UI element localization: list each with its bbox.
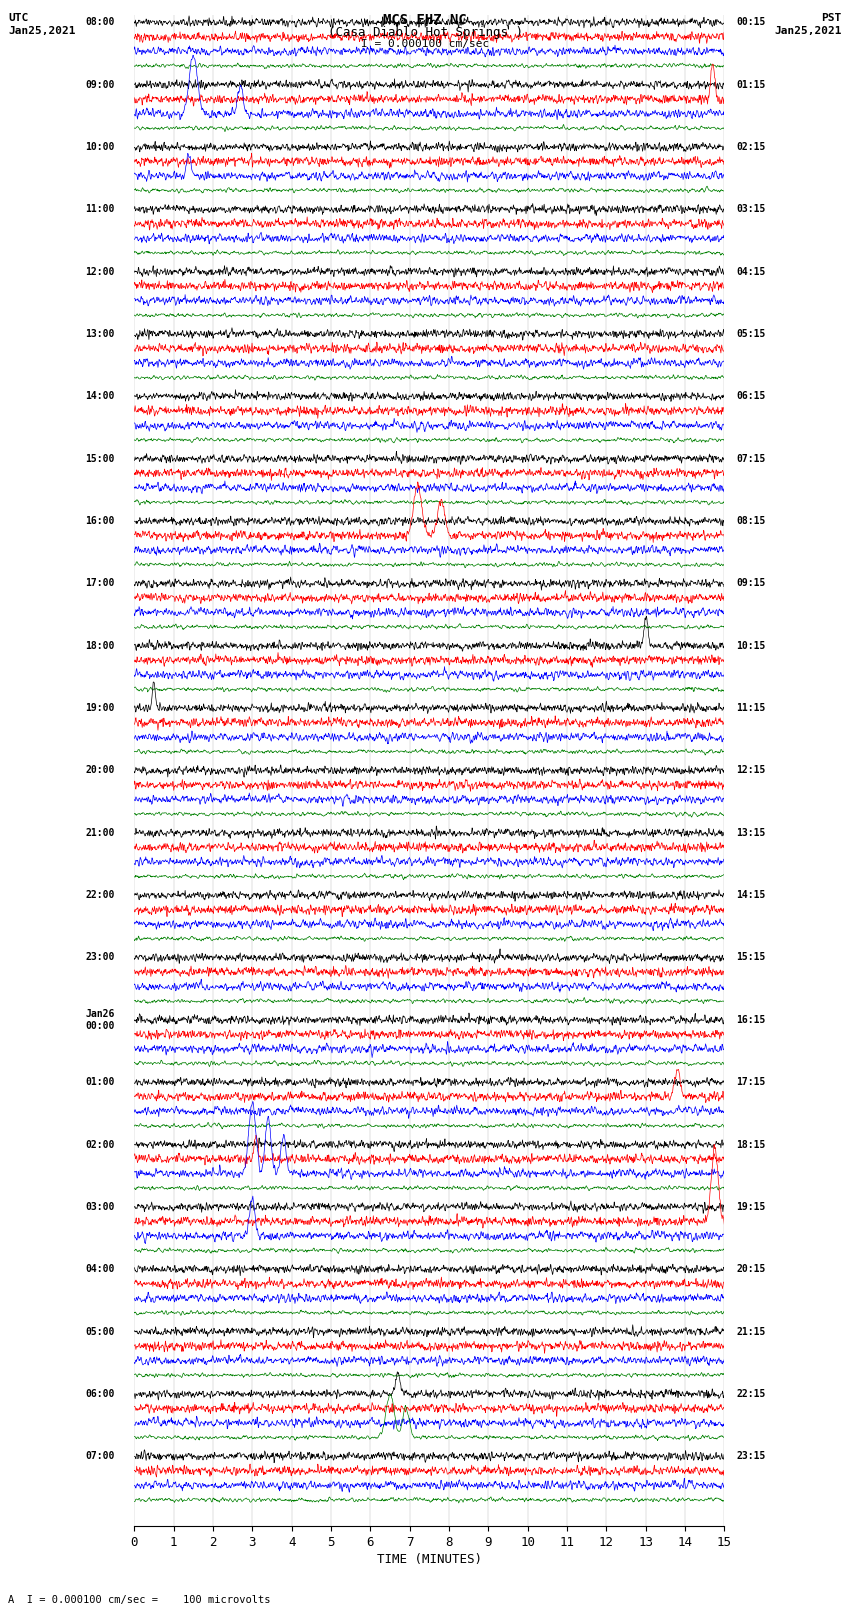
Text: 05:00: 05:00 xyxy=(85,1326,115,1337)
Text: 09:00: 09:00 xyxy=(85,79,115,90)
Text: 04:15: 04:15 xyxy=(736,266,766,277)
Text: 16:00: 16:00 xyxy=(85,516,115,526)
Text: 15:00: 15:00 xyxy=(85,453,115,463)
Text: 15:15: 15:15 xyxy=(736,952,766,963)
Text: 05:15: 05:15 xyxy=(736,329,766,339)
Text: 13:00: 13:00 xyxy=(85,329,115,339)
Text: 02:00: 02:00 xyxy=(85,1139,115,1150)
Text: 19:00: 19:00 xyxy=(85,703,115,713)
Text: 17:00: 17:00 xyxy=(85,579,115,589)
Text: 12:15: 12:15 xyxy=(736,766,766,776)
Text: 16:15: 16:15 xyxy=(736,1015,766,1024)
Text: 12:00: 12:00 xyxy=(85,266,115,277)
Text: 10:15: 10:15 xyxy=(736,640,766,650)
Text: 11:00: 11:00 xyxy=(85,205,115,215)
Text: MCS EHZ NC: MCS EHZ NC xyxy=(383,13,467,27)
Text: 22:15: 22:15 xyxy=(736,1389,766,1398)
Text: 09:15: 09:15 xyxy=(736,579,766,589)
Text: 06:00: 06:00 xyxy=(85,1389,115,1398)
Text: 18:00: 18:00 xyxy=(85,640,115,650)
Text: 23:00: 23:00 xyxy=(85,952,115,963)
Text: 08:15: 08:15 xyxy=(736,516,766,526)
Text: 03:15: 03:15 xyxy=(736,205,766,215)
Text: 23:15: 23:15 xyxy=(736,1452,766,1461)
Text: PST: PST xyxy=(821,13,842,23)
Text: 06:15: 06:15 xyxy=(736,392,766,402)
Text: 00:15: 00:15 xyxy=(736,18,766,27)
Text: Jan25,2021: Jan25,2021 xyxy=(774,26,842,35)
Text: 20:00: 20:00 xyxy=(85,766,115,776)
Text: 21:00: 21:00 xyxy=(85,827,115,837)
Text: 14:15: 14:15 xyxy=(736,890,766,900)
Text: 07:00: 07:00 xyxy=(85,1452,115,1461)
Text: 18:15: 18:15 xyxy=(736,1139,766,1150)
X-axis label: TIME (MINUTES): TIME (MINUTES) xyxy=(377,1553,482,1566)
Text: A  I = 0.000100 cm/sec =    100 microvolts: A I = 0.000100 cm/sec = 100 microvolts xyxy=(8,1595,271,1605)
Text: 11:15: 11:15 xyxy=(736,703,766,713)
Text: I = 0.000100 cm/sec: I = 0.000100 cm/sec xyxy=(361,39,489,48)
Text: 13:15: 13:15 xyxy=(736,827,766,837)
Text: 21:15: 21:15 xyxy=(736,1326,766,1337)
Text: 01:00: 01:00 xyxy=(85,1077,115,1087)
Text: 17:15: 17:15 xyxy=(736,1077,766,1087)
Text: Jan26
00:00: Jan26 00:00 xyxy=(85,1010,115,1031)
Text: 14:00: 14:00 xyxy=(85,392,115,402)
Text: 20:15: 20:15 xyxy=(736,1265,766,1274)
Text: 19:15: 19:15 xyxy=(736,1202,766,1211)
Text: UTC: UTC xyxy=(8,13,29,23)
Text: 02:15: 02:15 xyxy=(736,142,766,152)
Text: 07:15: 07:15 xyxy=(736,453,766,463)
Text: 08:00: 08:00 xyxy=(85,18,115,27)
Text: 03:00: 03:00 xyxy=(85,1202,115,1211)
Text: (Casa Diablo Hot Springs ): (Casa Diablo Hot Springs ) xyxy=(327,26,523,39)
Text: Jan25,2021: Jan25,2021 xyxy=(8,26,76,35)
Text: 01:15: 01:15 xyxy=(736,79,766,90)
Text: 22:00: 22:00 xyxy=(85,890,115,900)
Text: 04:00: 04:00 xyxy=(85,1265,115,1274)
Text: 10:00: 10:00 xyxy=(85,142,115,152)
